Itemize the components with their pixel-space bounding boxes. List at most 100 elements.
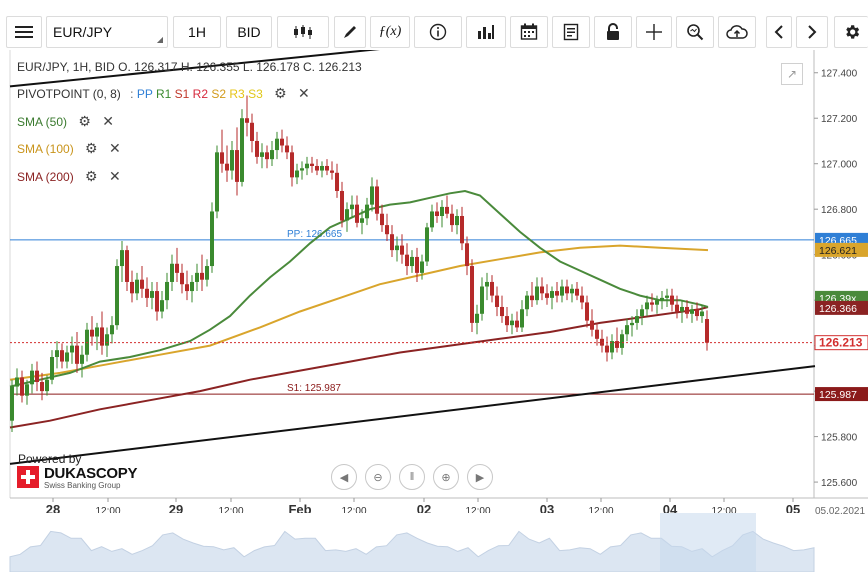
scroll-left-button[interactable] <box>766 16 792 48</box>
candle-body <box>165 281 169 301</box>
candle-down <box>565 279 569 301</box>
scroll-back-button[interactable]: ◀ <box>331 464 357 490</box>
settings-button[interactable] <box>834 16 868 48</box>
scroll-right-button[interactable] <box>796 16 828 48</box>
candle-down <box>405 243 409 276</box>
zoom-in-button[interactable]: ⊕ <box>433 464 459 490</box>
calendar-button[interactable] <box>510 16 548 48</box>
time-label: 12:00 <box>95 506 120 517</box>
price-tag-text: 125.987 <box>819 389 857 401</box>
crosshair-button[interactable] <box>636 16 672 48</box>
candle-up <box>260 143 264 169</box>
sma50-line <box>9 189 709 388</box>
pivot-level-r3: R3 <box>226 87 245 101</box>
fit-button[interactable]: ‖ <box>399 464 425 490</box>
candle-body <box>275 138 279 151</box>
pivot-close-icon[interactable]: ✕ <box>298 85 310 101</box>
chart-canvas[interactable]: 125.600125.800126.000126.200126.400126.6… <box>0 50 868 572</box>
sma200-legend: SMA (200) ⚙ ✕ <box>17 168 121 185</box>
candle-body <box>170 263 174 282</box>
candle-body <box>555 291 559 296</box>
indicators-button[interactable]: ƒ(x) <box>370 16 410 48</box>
calendar-icon <box>520 23 538 40</box>
lock-button[interactable] <box>594 16 632 48</box>
candle-down <box>100 311 104 355</box>
chart-area[interactable]: 125.600125.800126.000126.200126.400126.6… <box>0 50 868 572</box>
scroll-forward-button[interactable]: ▶ <box>467 464 493 490</box>
candle-body <box>95 327 99 337</box>
candle-down <box>505 306 509 332</box>
candle-body <box>155 291 159 312</box>
volume-button[interactable] <box>466 16 506 48</box>
sma100-close-icon[interactable]: ✕ <box>108 140 121 156</box>
instrument-select[interactable]: EUR/JPY ◢ <box>46 16 168 48</box>
candle-body <box>385 225 389 235</box>
sma50-settings-icon[interactable]: ⚙ <box>78 113 91 129</box>
candle-body <box>240 118 244 182</box>
candle-body <box>400 245 404 255</box>
candle-body <box>125 250 129 282</box>
price-tag-text: 126.621 <box>819 245 857 257</box>
candle-body <box>425 227 429 262</box>
document-icon <box>563 23 579 41</box>
sma200-settings-icon[interactable]: ⚙ <box>85 168 98 184</box>
candle-down <box>145 277 149 307</box>
candle-down <box>540 277 544 301</box>
sma200-close-icon[interactable]: ✕ <box>108 168 121 184</box>
candle-up <box>230 140 234 180</box>
candle-up <box>550 286 554 310</box>
candle-body <box>90 329 94 337</box>
candle-body <box>685 306 689 314</box>
candle-down <box>255 131 259 164</box>
price-tag-s1: 125.987 <box>815 387 868 402</box>
expand-chart-button[interactable]: ↗ <box>781 63 803 85</box>
info-button[interactable] <box>414 16 462 48</box>
sma50-close-icon[interactable]: ✕ <box>102 113 114 129</box>
candle-down <box>390 225 394 257</box>
navigator-window[interactable] <box>660 513 756 572</box>
candle-down <box>225 145 229 182</box>
zoom-button[interactable] <box>676 16 714 48</box>
pivot-settings-icon[interactable]: ⚙ <box>274 85 287 101</box>
navigator[interactable] <box>9 513 815 572</box>
trendline <box>9 365 816 465</box>
time-label: 12:00 <box>588 506 613 517</box>
candle-body <box>315 165 319 171</box>
report-button[interactable] <box>552 16 590 48</box>
candle-body <box>580 295 584 303</box>
candle-body <box>415 256 419 273</box>
candle-down <box>500 295 504 323</box>
price-side-select[interactable]: BID <box>226 16 272 48</box>
candle-up <box>25 379 29 405</box>
candle-up <box>510 313 514 335</box>
candle-down <box>285 136 289 160</box>
menu-button[interactable] <box>6 16 42 48</box>
pivot-level-s2: S2 <box>208 87 227 101</box>
price-tag-text: 126.366 <box>819 303 857 315</box>
candle-body <box>105 334 109 346</box>
candle-body <box>135 279 139 294</box>
candle-up <box>275 131 279 160</box>
candle-body <box>480 286 484 314</box>
price-tag-bg <box>815 387 868 402</box>
candle-body <box>205 266 209 280</box>
candle-body <box>300 168 304 171</box>
chart-type-button[interactable] <box>277 16 329 48</box>
candle-body <box>35 370 39 383</box>
cloud-save-button[interactable] <box>718 16 756 48</box>
candle-body <box>140 279 144 289</box>
candle-body <box>615 341 619 348</box>
sma100-settings-icon[interactable]: ⚙ <box>85 140 98 156</box>
candle-body <box>440 206 444 217</box>
period-select[interactable]: 1H <box>173 16 221 48</box>
candle-body <box>495 295 499 307</box>
candle-body <box>70 345 74 353</box>
candle-down <box>40 372 44 401</box>
draw-button[interactable] <box>334 16 366 48</box>
candle-down <box>580 286 584 310</box>
candle-body <box>550 291 554 298</box>
candle-up <box>30 363 34 394</box>
caret-icon: ◢ <box>156 35 163 44</box>
zoom-out-button[interactable]: ⊖ <box>365 464 391 490</box>
candle-up <box>560 279 564 303</box>
